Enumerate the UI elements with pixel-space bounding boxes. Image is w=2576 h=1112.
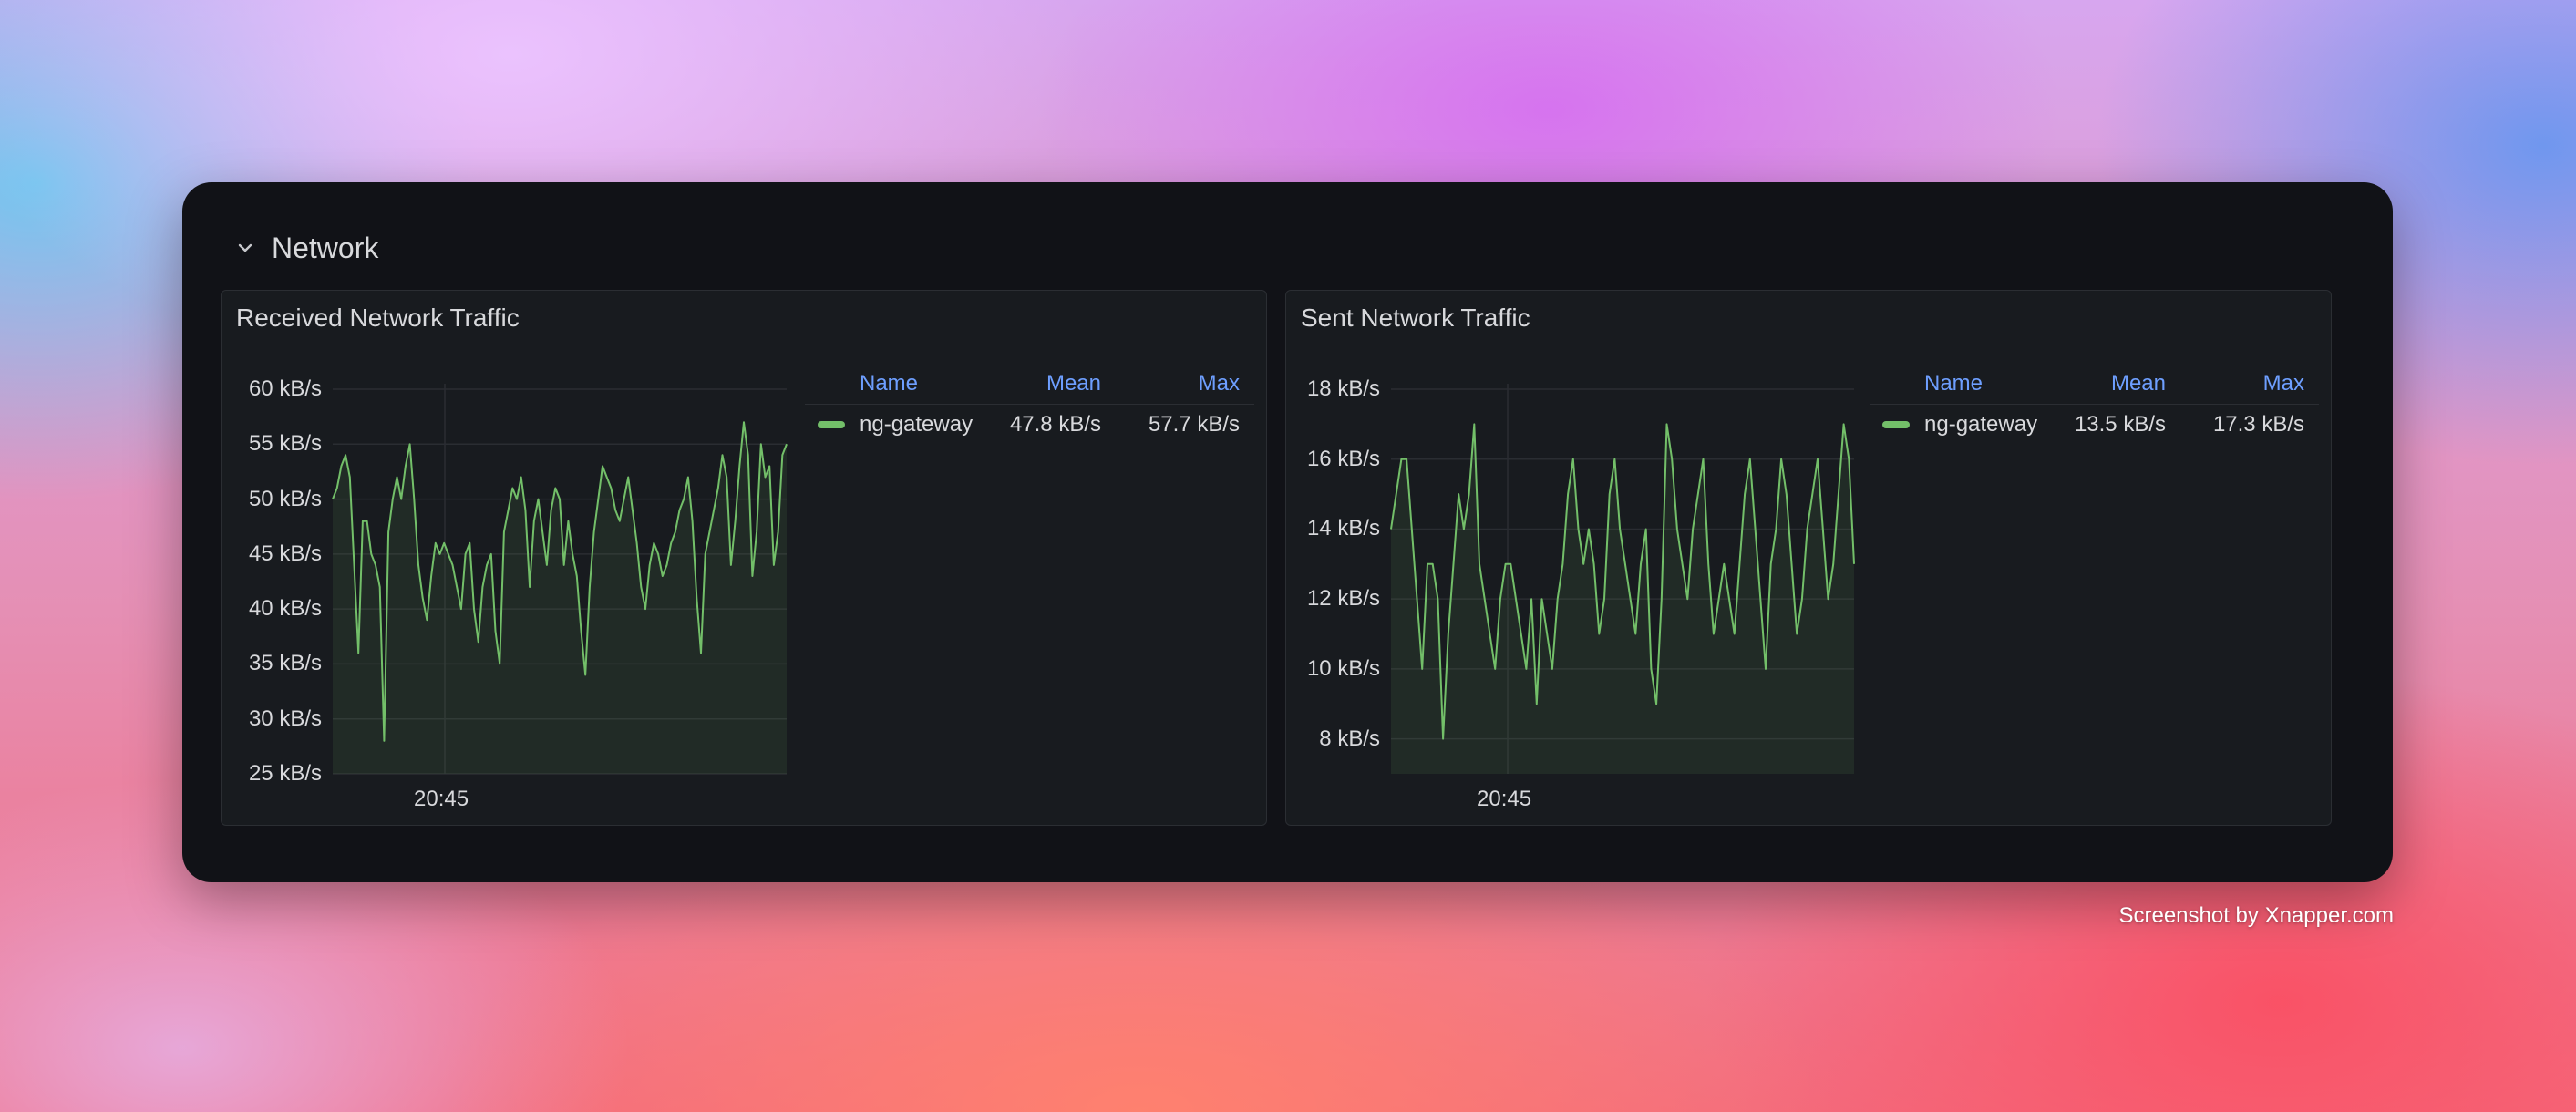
legend-name-header[interactable]: Name: [860, 371, 919, 396]
y-tick-label: 18 kB/s: [1306, 376, 1380, 401]
legend-series-name: ng-gateway: [860, 412, 974, 437]
y-tick-label: 60 kB/s: [248, 376, 322, 401]
series-line-ng-gateway[interactable]: [1390, 423, 1855, 740]
panel-title: Sent Network Traffic: [1301, 304, 1530, 332]
sent-traffic-panel[interactable]: Sent Network Traffic Name Mean Max ng-ga…: [1285, 290, 2332, 826]
screenshot-credit: Screenshot by Xnapper.com: [2118, 903, 2394, 928]
received-traffic-legend: Name Mean Max ng-gateway 47.8 kB/s 57.7 …: [805, 364, 1254, 445]
y-tick-label: 50 kB/s: [248, 486, 322, 511]
y-tick-label: 12 kB/s: [1306, 586, 1380, 612]
y-tick-label: 25 kB/s: [248, 761, 322, 786]
x-tick-label: 20:45: [414, 787, 469, 811]
y-tick-label: 8 kB/s: [1319, 726, 1380, 751]
chevron-down-icon[interactable]: [235, 238, 255, 258]
series-area-fill: [333, 422, 787, 774]
y-tick-label: 14 kB/s: [1306, 516, 1380, 541]
sent-traffic-chart[interactable]: [1286, 291, 1870, 827]
y-tick-label: 16 kB/s: [1306, 446, 1380, 471]
y-tick-label: 30 kB/s: [248, 705, 322, 731]
legend-header: Name Mean Max: [805, 364, 1254, 405]
row-title: Network: [272, 231, 379, 264]
legend-mean-header[interactable]: Mean: [2110, 371, 2166, 396]
legend-mean-value: 13.5 kB/s: [2074, 412, 2166, 437]
series-area-fill: [1391, 424, 1854, 774]
received-traffic-panel[interactable]: Received Network Traffic Name Mean Max n…: [221, 290, 1267, 826]
legend-name-header[interactable]: Name: [1924, 371, 1984, 396]
y-tick-label: 10 kB/s: [1306, 655, 1380, 681]
row-header[interactable]: Network: [235, 228, 378, 268]
legend-row[interactable]: ng-gateway 47.8 kB/s 57.7 kB/s: [805, 405, 1254, 445]
y-tick-label: 45 kB/s: [248, 541, 322, 566]
legend-max-value: 17.3 kB/s: [2212, 412, 2304, 437]
series-color-swatch: [1882, 421, 1910, 428]
network-dashboard-row: Network Received Network Traffic Name Me…: [182, 182, 2393, 882]
legend-series-name: ng-gateway: [1924, 412, 2038, 437]
series-line-ng-gateway[interactable]: [332, 421, 788, 742]
legend-max-header[interactable]: Max: [2262, 371, 2304, 396]
legend-max-value: 57.7 kB/s: [1148, 412, 1240, 437]
series-color-swatch: [818, 421, 845, 428]
legend-header: Name Mean Max: [1870, 364, 2319, 405]
y-tick-label: 40 kB/s: [248, 596, 322, 622]
panel-title: Received Network Traffic: [236, 304, 520, 332]
y-tick-label: 35 kB/s: [248, 651, 322, 676]
legend-series: ng-gateway: [805, 412, 974, 438]
y-tick-label: 55 kB/s: [248, 431, 322, 457]
received-traffic-chart[interactable]: [222, 291, 805, 827]
legend-max-header[interactable]: Max: [1198, 371, 1240, 396]
x-tick-label: 20:45: [1477, 787, 1532, 811]
sent-traffic-legend: Name Mean Max ng-gateway 13.5 kB/s 17.3 …: [1870, 364, 2319, 445]
legend-series: ng-gateway: [1870, 412, 2038, 438]
legend-row[interactable]: ng-gateway 13.5 kB/s 17.3 kB/s: [1870, 405, 2319, 445]
legend-mean-value: 47.8 kB/s: [1009, 412, 1101, 437]
legend-mean-header[interactable]: Mean: [1046, 371, 1101, 396]
